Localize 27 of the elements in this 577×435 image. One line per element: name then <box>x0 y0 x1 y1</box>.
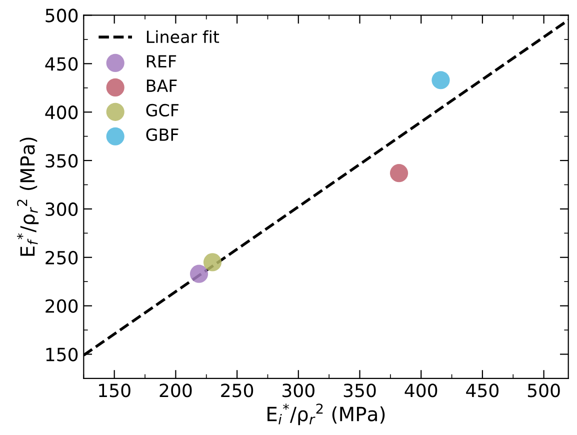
y-tick-label: 150 <box>46 348 78 362</box>
point <box>432 71 450 90</box>
y-tick-label: 200 <box>46 299 78 313</box>
y-tick-label: 300 <box>46 202 78 216</box>
legend-label: Linear fit <box>146 30 220 44</box>
x-tick-label: 500 <box>528 384 560 398</box>
x-tick-label: 350 <box>344 384 376 398</box>
y-tick-label: 450 <box>45 57 78 71</box>
legend-label: BAF <box>146 80 177 92</box>
legend-label: GBF <box>146 128 178 141</box>
legend-label: REF <box>146 55 176 68</box>
y-tick-label: 350 <box>46 154 78 168</box>
x-axis-title: E$_{i}$$^{*}$/ρ$_{r}$$^{2}$ (MPa) <box>268 404 385 426</box>
point <box>390 164 408 182</box>
y-tick-label: 400 <box>45 106 78 120</box>
x-tick-label: 300 <box>282 384 314 398</box>
x-tick-label: 450 <box>466 384 498 398</box>
x-tick-label: 200 <box>160 384 192 398</box>
y-tick-label: 500 <box>46 8 78 22</box>
legend-label: GCF <box>146 104 178 117</box>
x-tick-label: 400 <box>404 384 438 398</box>
y-tick-label: 250 <box>46 250 78 264</box>
x-tick-label: 250 <box>221 384 254 398</box>
point <box>190 264 208 283</box>
x-tick-label: 150 <box>99 384 130 398</box>
point <box>203 253 222 272</box>
y-axis-title: E$_{f}$$^{*}$/ρ$_{r}$$^{2}$ (MPa) <box>17 138 39 256</box>
